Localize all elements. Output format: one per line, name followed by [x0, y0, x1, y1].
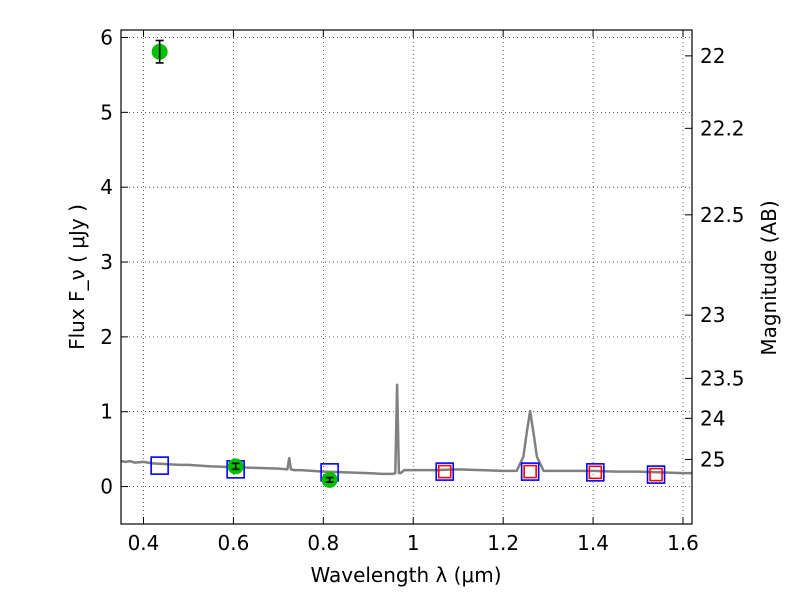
y2-tick-label: 23: [700, 303, 725, 327]
x-tick-label: 1.2: [487, 531, 519, 555]
grid: [121, 30, 692, 524]
red-square-marker: [588, 465, 603, 480]
y-tick-label: 3: [100, 250, 113, 274]
y-tick-label: 0: [100, 475, 113, 499]
y-axis-title: Flux F_ν ( μJy ): [65, 204, 89, 350]
y2-tick-label: 22: [700, 44, 725, 68]
model-spectrum-layer: [120, 383, 692, 476]
plot-frame: [120, 29, 693, 525]
blue-square-marker: [435, 462, 455, 481]
y2-tick-label: 25: [700, 447, 725, 471]
x-tick-label: 1.6: [667, 531, 699, 555]
x-tick-label: 0.8: [307, 531, 339, 555]
x-tick-label: 0.4: [128, 531, 160, 555]
x-tick-label: 0.6: [217, 531, 249, 555]
y2-tick-label: 22.5: [700, 203, 745, 227]
blue-square-marker: [586, 463, 605, 482]
red-square-marker: [523, 464, 537, 479]
red-square-marker: [437, 464, 452, 479]
blue-square-marker: [646, 465, 666, 484]
red-square-marker: [649, 467, 663, 482]
y-tick-label: 4: [100, 175, 113, 199]
blue-square-marker: [520, 462, 540, 481]
y-tick-label: 5: [100, 100, 113, 124]
y-tick-label: 6: [100, 25, 113, 49]
y-tick-label: 1: [100, 400, 113, 424]
axis-ticks: 0.4 0.6 0.8 1 1.2 1.4 1.601234562222.222.52323…: [100, 25, 744, 555]
x-tick-label: 1.4: [577, 531, 609, 555]
x-axis-title: Wavelength λ (μm): [310, 563, 501, 587]
y2-tick-label: 24: [700, 406, 725, 430]
blue-square-marker: [150, 456, 169, 475]
model-spectrum-line: [120, 383, 692, 476]
photometry-markers: [150, 39, 666, 488]
y-tick-label: 2: [100, 325, 113, 349]
x-tick-label: 1: [407, 531, 420, 555]
y2-axis-title: Magnitude (AB): [757, 200, 781, 355]
y2-tick-label: 22.2: [700, 116, 745, 140]
y2-tick-label: 23.5: [700, 366, 745, 390]
